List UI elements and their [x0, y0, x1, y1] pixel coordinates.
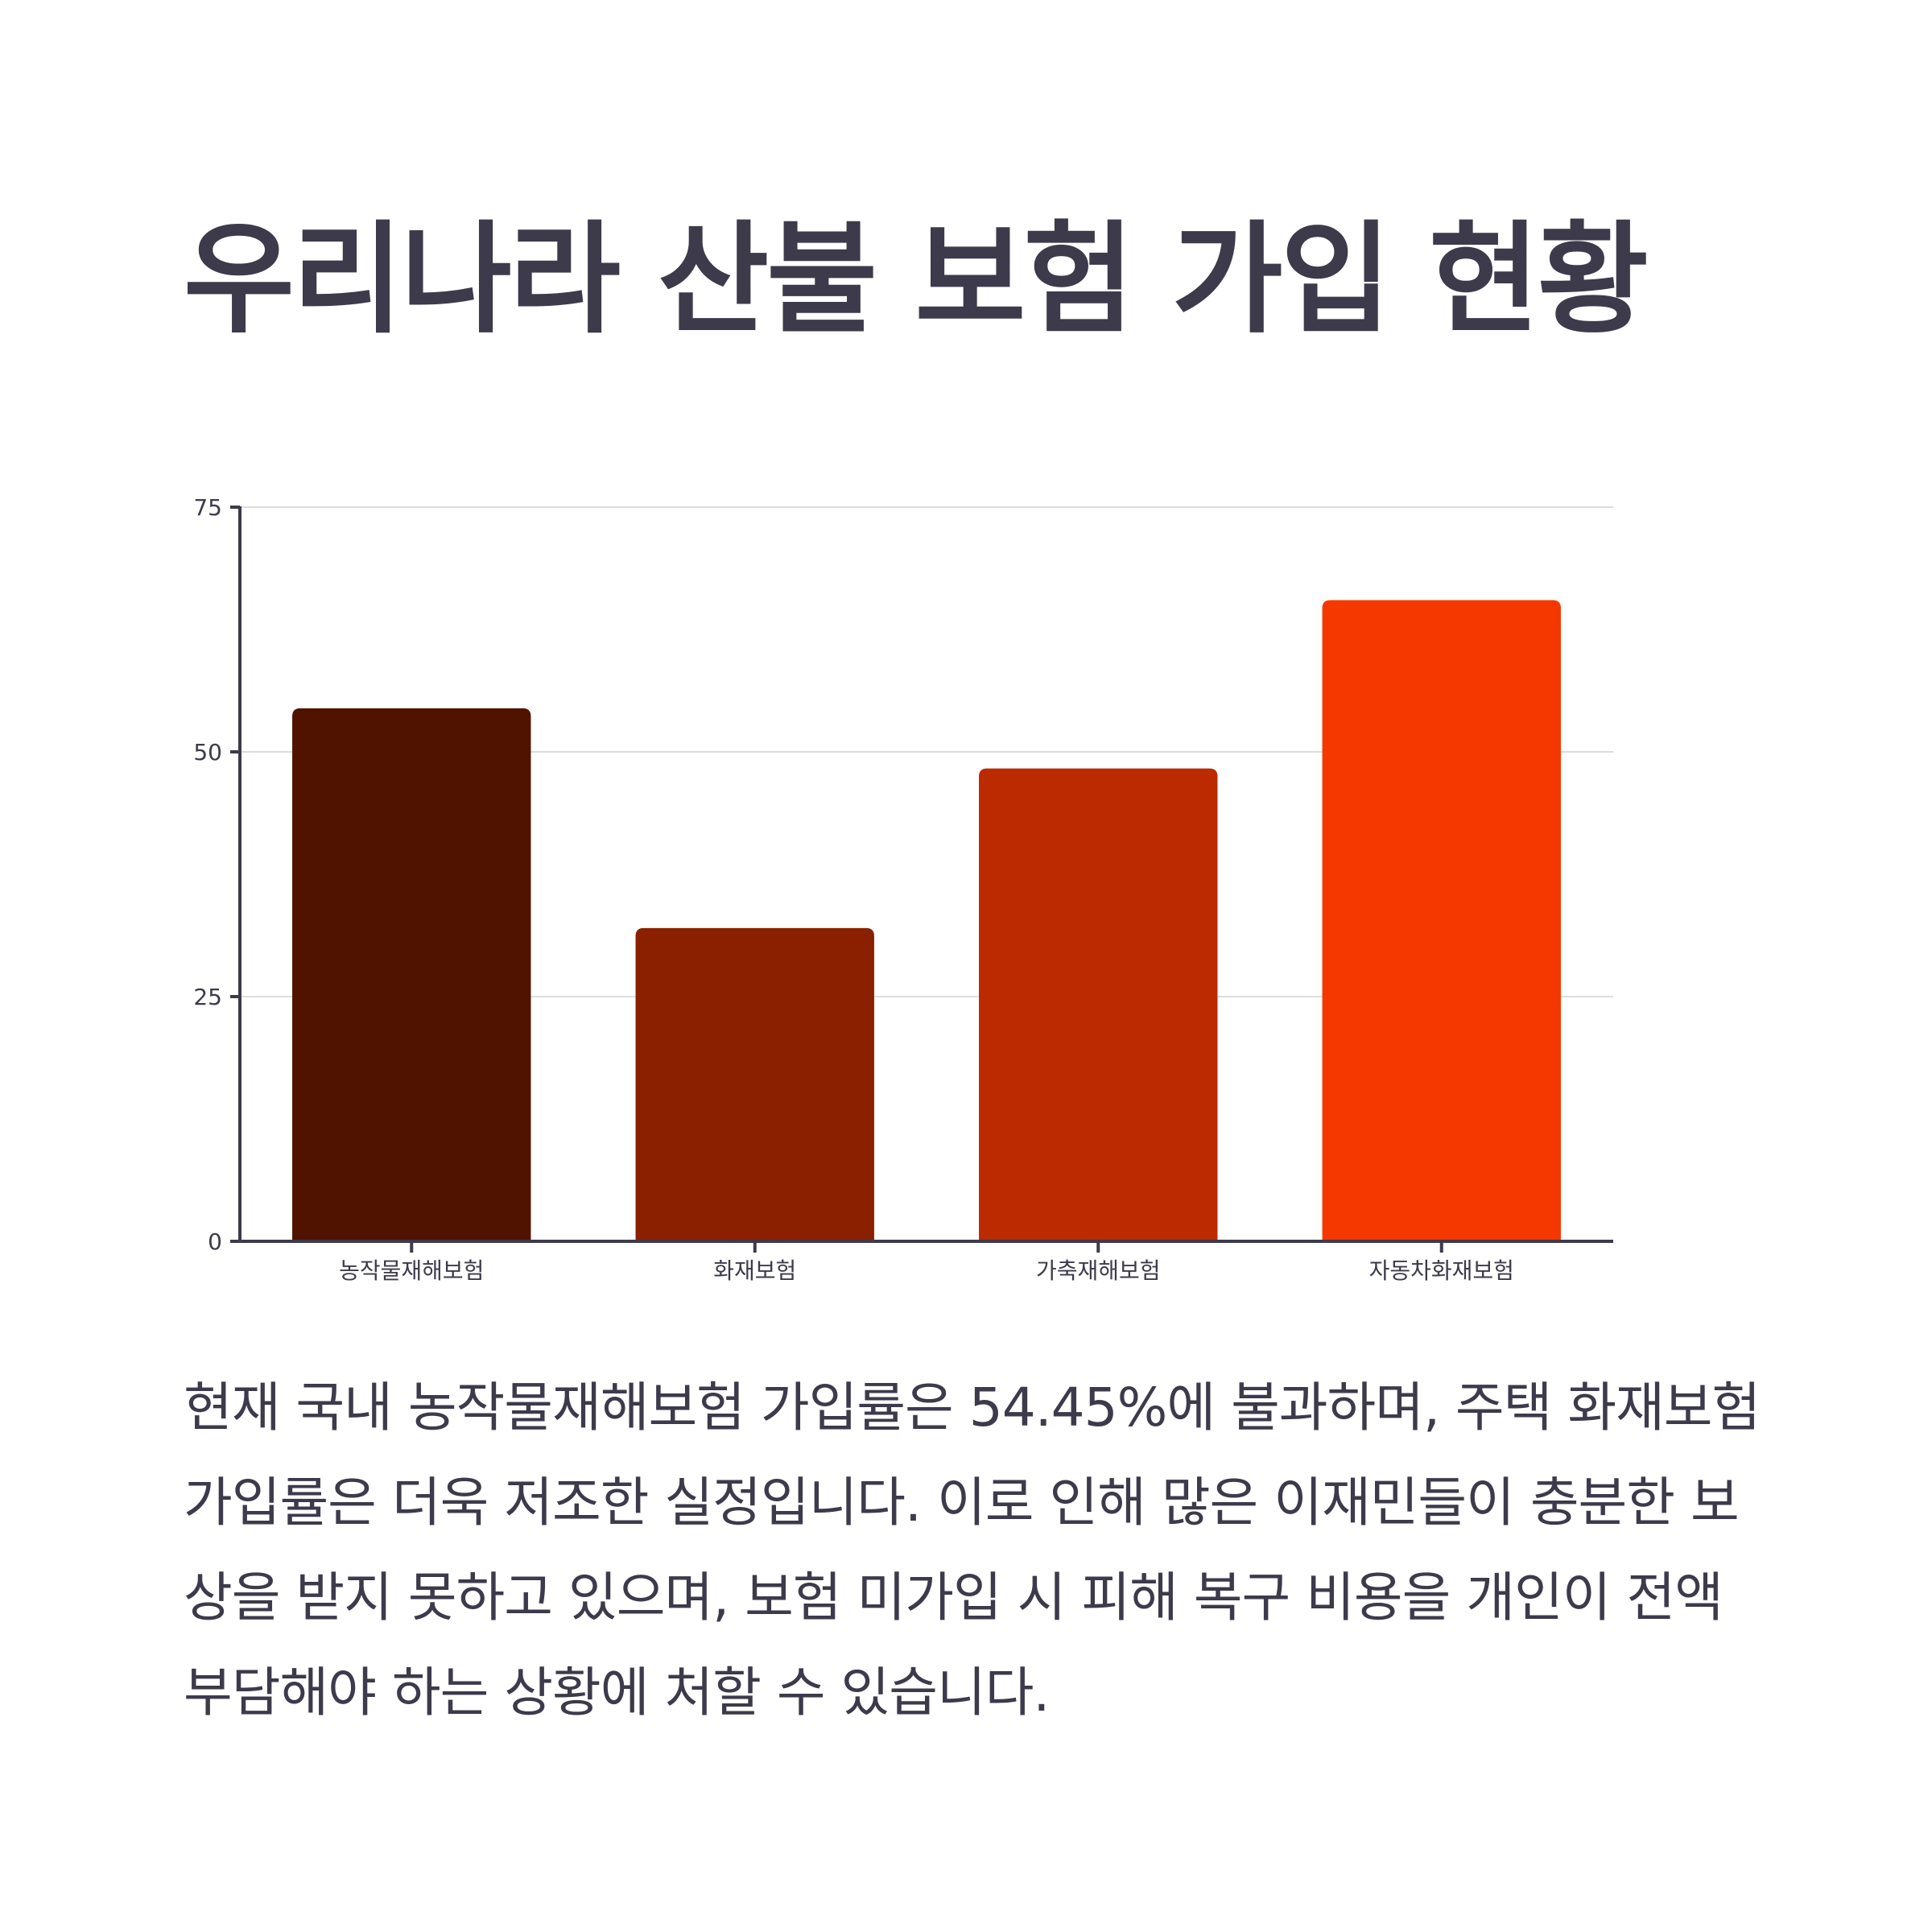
page-title: 우리나라 산불 보험 가입 현황 — [184, 210, 1649, 350]
bars — [292, 600, 1561, 1241]
x-tick-label: 자동차화재보험 — [1369, 1257, 1514, 1284]
x-axis-ticks: 농작물재해보험 화재보험 가축재해보험 자동차화재보험 — [339, 1241, 1514, 1284]
y-tick-label: 25 — [193, 984, 222, 1010]
axes — [238, 506, 1613, 1243]
bar-2 — [635, 927, 874, 1241]
y-axis-ticks: 0 25 50 75 — [193, 494, 240, 1255]
x-tick-label: 농작물재해보험 — [339, 1257, 484, 1284]
x-tick-label: 화재보험 — [713, 1257, 796, 1284]
description-text: 현재 국내 농작물재해보험 가입률은 54.45%에 불과하며, 주택 화재보험… — [184, 1377, 1761, 1724]
bar-1 — [292, 708, 531, 1241]
y-tick-label: 75 — [193, 494, 222, 521]
x-tick-label: 가축재해보험 — [1036, 1257, 1161, 1284]
bar-4 — [1322, 600, 1561, 1241]
y-tick-label: 50 — [193, 739, 222, 766]
bar-3 — [979, 768, 1218, 1241]
y-tick-label: 0 — [208, 1228, 222, 1255]
